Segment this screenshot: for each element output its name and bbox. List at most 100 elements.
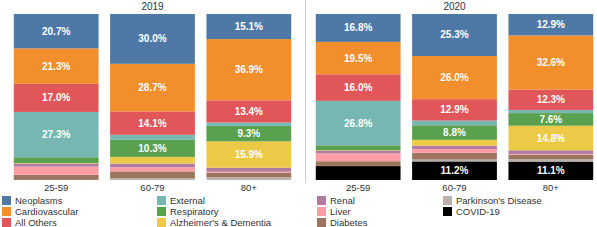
legend-label: Renal (330, 195, 355, 206)
data-label: 26.8% (344, 118, 372, 129)
bar-segment: Parkinson's Disease (206, 177, 291, 180)
legend-swatch (317, 207, 326, 216)
panel-divider (305, 0, 306, 183)
bar-segment: Neoplasms (110, 14, 195, 64)
category-label: 80+ (241, 182, 258, 193)
bar-segment: External (206, 123, 291, 126)
legend-label: Alzheimer's & Dementia (170, 217, 272, 227)
bar-segment: External (316, 101, 401, 145)
bar-segment: Cardiovascular (412, 56, 497, 99)
bar-segment: Diabetes (316, 161, 401, 166)
bar-segment: All Others (412, 99, 497, 120)
legend-swatch (317, 196, 326, 205)
bar-segment: Diabetes (412, 153, 497, 160)
legend-label: Diabetes (330, 217, 368, 227)
bar-segment: Cardiovascular (316, 42, 401, 74)
legend-label: Cardiovascular (15, 206, 78, 217)
bar-segment: Alzheimer's & Dementia (412, 140, 497, 146)
legend-swatch (2, 218, 11, 227)
data-label: 12.9% (440, 104, 468, 115)
bar-segment: Diabetes (110, 171, 195, 178)
bar-segment: Neoplasms (14, 14, 99, 48)
bar-segment: All Others (316, 74, 401, 101)
bar-segment: All Others (206, 100, 291, 122)
bar-segment: Alzheimer's & Dementia (206, 141, 291, 167)
data-label: 25.3% (440, 29, 468, 40)
data-label: 12.9% (537, 19, 565, 30)
data-label: 10.3% (138, 143, 166, 154)
bar-segment: Parkinson's Disease (412, 160, 497, 162)
bar-segment: Respiratory (14, 157, 99, 163)
legend-swatch (443, 196, 452, 205)
bar-segment: Renal (508, 150, 593, 154)
data-labels: 27.3%17.0%21.3%20.7%10.3%14.1%28.7%30.0%… (42, 21, 263, 160)
data-label: 13.4% (235, 106, 263, 117)
bar-segment: Diabetes (14, 175, 99, 180)
category-label: 25-59 (346, 182, 370, 193)
data-label: 27.3% (42, 129, 70, 140)
bars: COVID-19Parkinson's DiseaseDiabetesLiver… (316, 14, 593, 180)
bar-segment: Renal (412, 146, 497, 149)
data-label: 16.8% (344, 22, 372, 33)
data-label: 12.3% (537, 94, 565, 105)
data-label: 11.2% (441, 165, 469, 176)
data-label: 15.9% (235, 149, 263, 160)
data-label: 21.3% (42, 61, 70, 72)
bar-segment: Cardiovascular (508, 35, 593, 89)
legend-swatch (157, 196, 166, 205)
data-label: 28.7% (138, 82, 166, 93)
bar-segment: External (14, 112, 99, 157)
panel-title: 2019 (141, 1, 164, 12)
bar-segment: Renal (316, 151, 401, 153)
bar-segment: Alzheimer's & Dementia (508, 126, 593, 151)
data-labels: 26.8%16.0%19.5%16.8%11.2%8.8%12.9%26.0%2… (344, 19, 565, 176)
data-label: 19.5% (344, 53, 372, 64)
bar-segment: Diabetes (206, 173, 291, 178)
legend: NeoplasmsCardiovascularAll Others Externa… (2, 195, 542, 227)
bar-segment: Neoplasms (508, 14, 593, 35)
data-label: 14.1% (138, 118, 166, 129)
legend-swatch (443, 207, 452, 216)
data-label: 9.3% (237, 128, 260, 139)
legend-label: Neoplasms (15, 195, 63, 206)
bar-segment: Neoplasms (412, 14, 497, 56)
data-label: 36.9% (235, 64, 263, 75)
data-label: 8.8% (443, 127, 466, 138)
legend-label: All Others (15, 217, 57, 227)
bar-segment: Parkinson's Disease (110, 178, 195, 180)
bar-segment: Diabetes (508, 155, 593, 159)
data-label: 14.8% (537, 133, 565, 144)
bar-segment: Renal (14, 164, 99, 167)
bar-segment: Parkinson's Disease (508, 159, 593, 161)
bar-segment: Liver (316, 153, 401, 161)
bar-segment: Cardiovascular (206, 39, 291, 100)
bar-segment: All Others (508, 90, 593, 110)
data-label: 30.0% (138, 33, 166, 44)
bar-segment: COVID-19 (316, 166, 401, 180)
category-label: 80+ (543, 182, 560, 193)
bar-segment: Liver (14, 167, 99, 175)
bar-segment: COVID-19 (508, 162, 593, 180)
bar-segment: Respiratory (412, 125, 497, 140)
data-label: 15.1% (235, 21, 263, 32)
bar-segment: External (412, 121, 497, 126)
bar-segment: Renal (206, 168, 291, 172)
legend-swatch (2, 207, 11, 216)
category-label: 25-59 (44, 182, 68, 193)
legend-swatch (317, 218, 326, 227)
legend-swatch (2, 196, 11, 205)
legend-label: Parkinson's Disease (456, 195, 542, 206)
bar-segment: Cardiovascular (110, 64, 195, 112)
data-label: 16.0% (344, 82, 372, 93)
legend-label: COVID-19 (456, 206, 500, 217)
legend-swatch (157, 218, 166, 227)
legend-label: External (170, 195, 205, 206)
legend-label: Respiratory (170, 206, 219, 217)
bar-segment: Respiratory (110, 140, 195, 157)
category-label: 60-79 (442, 182, 466, 193)
data-label: 11.1% (537, 165, 565, 176)
bar-segment: Liver (412, 149, 497, 153)
bar-segment: Cardiovascular (14, 48, 99, 83)
legend-swatch (157, 207, 166, 216)
bar-segment: Respiratory (206, 126, 291, 141)
